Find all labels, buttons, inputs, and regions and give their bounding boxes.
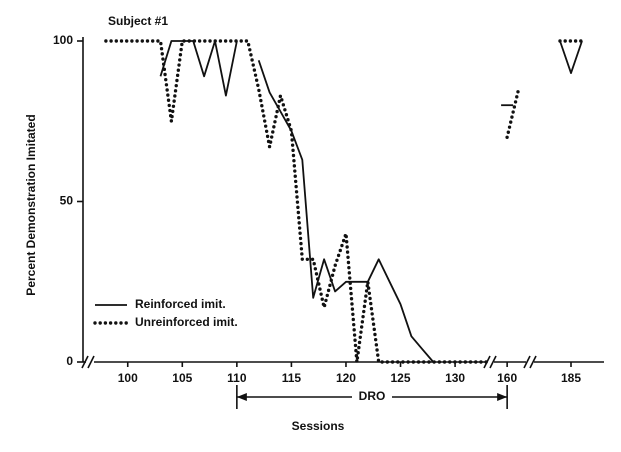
data-line (257, 60, 434, 363)
x-tick-label: 105 (172, 371, 192, 385)
annotation-bg (351, 389, 392, 405)
axis-break (489, 355, 497, 369)
axis-break (529, 355, 537, 369)
data-line (104, 39, 490, 364)
y-tick-label: 100 (53, 33, 73, 47)
chart-title: Subject #1 (108, 14, 168, 28)
axis-break (87, 355, 95, 369)
data-line (159, 40, 238, 97)
x-tick-label: 125 (391, 371, 411, 385)
legend-label: Reinforced imit. (135, 297, 226, 311)
y-tick-label: 0 (66, 354, 73, 368)
y-axis-label: Percent Demonstration Imitated (24, 114, 38, 295)
y-tick-label: 50 (60, 194, 74, 208)
data-line (559, 40, 583, 74)
annotation-label: DRO (359, 389, 386, 403)
x-tick-label: 160 (497, 371, 517, 385)
x-tick-label: 185 (561, 371, 581, 385)
x-tick-label: 110 (227, 371, 247, 385)
x-axis-label: Sessions (292, 419, 345, 433)
x-tick-label: 120 (336, 371, 356, 385)
x-tick-label: 115 (282, 371, 302, 385)
x-tick-label: 100 (118, 371, 138, 385)
axis-break (81, 355, 89, 369)
data-line (505, 87, 521, 139)
legend-label: Unreinforced imit. (135, 315, 238, 329)
axis-break (523, 355, 531, 369)
x-tick-label: 130 (445, 371, 465, 385)
